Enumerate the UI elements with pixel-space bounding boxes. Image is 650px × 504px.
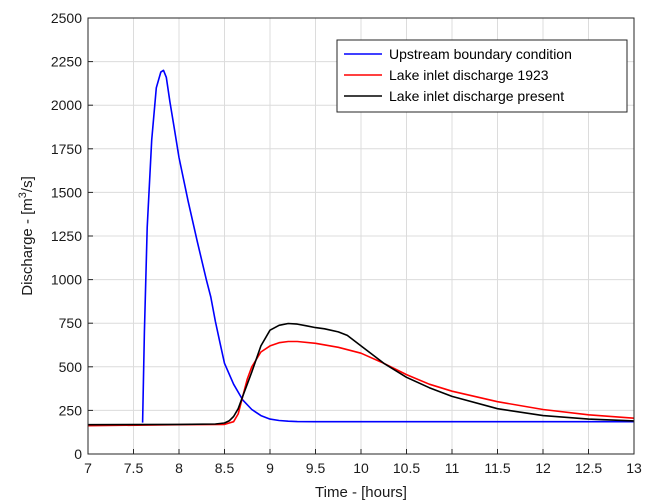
legend-label-3: Lake inlet discharge present bbox=[389, 88, 564, 104]
x-tick-label: 9 bbox=[266, 460, 274, 476]
legend-items: Upstream boundary condition Lake inlet di… bbox=[344, 46, 572, 104]
y-tick-label: 1500 bbox=[51, 184, 82, 200]
y-axis-title: Discharge - [m3/s] bbox=[17, 176, 36, 296]
y-tick-label: 2500 bbox=[51, 10, 82, 26]
x-tick-label: 13 bbox=[626, 460, 642, 476]
series-layer bbox=[87, 69, 635, 427]
axis-ticks bbox=[87, 17, 635, 455]
x-tick-label: 12.5 bbox=[575, 460, 602, 476]
legend: Upstream boundary condition Lake inlet di… bbox=[336, 39, 628, 113]
y-axis-title-exponent: 3 bbox=[17, 192, 29, 198]
y-tick-label: 750 bbox=[59, 315, 83, 331]
legend-label-1: Upstream boundary condition bbox=[389, 46, 572, 62]
x-tick-label: 9.5 bbox=[306, 460, 326, 476]
y-tick-label: 1000 bbox=[51, 272, 82, 288]
x-tick-label: 10.5 bbox=[393, 460, 420, 476]
y-tick-label: 1750 bbox=[51, 141, 82, 157]
y-axis-title-prefix: Discharge - [m bbox=[19, 198, 36, 296]
x-axis-title: Time - [hours] bbox=[315, 484, 407, 501]
y-tick-label: 500 bbox=[59, 359, 83, 375]
x-tick-label: 7 bbox=[84, 460, 92, 476]
x-tick-label: 10 bbox=[353, 460, 369, 476]
x-tick-label: 7.5 bbox=[124, 460, 144, 476]
y-tick-label: 0 bbox=[74, 446, 82, 462]
legend-box bbox=[336, 39, 628, 113]
x-tick-label: 8.5 bbox=[215, 460, 235, 476]
y-tick-label: 250 bbox=[59, 402, 83, 418]
tick-labels: 7 7.5 8 8.5 9 9.5 10 10.5 11 11.5 12 12.5 13 0 250 500 7… bbox=[51, 10, 642, 476]
x-tick-label: 11 bbox=[445, 460, 460, 476]
y-tick-label: 2000 bbox=[51, 97, 82, 113]
y-tick-label: 2250 bbox=[51, 54, 82, 70]
x-tick-label: 11.5 bbox=[484, 460, 510, 476]
y-tick-label: 1250 bbox=[51, 228, 82, 244]
y-axis-title-suffix: /s] bbox=[19, 176, 36, 192]
series-line-1 bbox=[141, 69, 634, 423]
series-line-3 bbox=[87, 322, 635, 426]
legend-label-2: Lake inlet discharge 1923 bbox=[389, 67, 549, 83]
series-line-2 bbox=[87, 340, 635, 427]
x-tick-label: 12 bbox=[535, 460, 551, 476]
x-tick-label: 8 bbox=[175, 460, 183, 476]
